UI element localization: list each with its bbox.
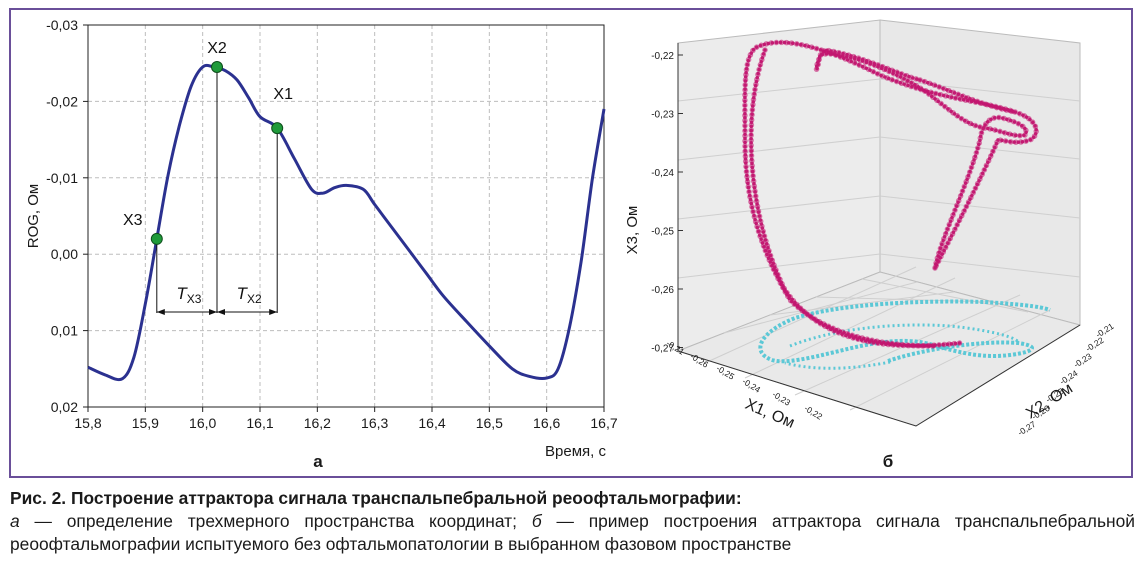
attractor-beads-2	[813, 47, 1029, 271]
tx2-label-subscript: X2	[247, 292, 262, 306]
tx2-label: TX2	[237, 284, 262, 306]
point-x1	[271, 122, 284, 135]
x3-tick-labels: -0,22 -0,23 -0,24 -0,25 -0,26 -0,27	[651, 51, 683, 355]
x-tick-label: 15,8	[74, 415, 101, 431]
x3-tick-label: -0,27	[651, 344, 674, 355]
x-tick-label: 16,6	[533, 415, 560, 431]
y-axis-label: ROG, Ом	[25, 184, 42, 248]
x3-axis-label: X3, Ом	[624, 206, 641, 255]
x-tick-label: 15,9	[132, 415, 159, 431]
axis-ticks	[83, 24, 605, 412]
point-x3	[150, 232, 163, 245]
y-tick-label: -0,02	[46, 93, 78, 109]
x-tick-label: 16,2	[304, 415, 331, 431]
y-tick-label: 0,00	[51, 246, 78, 262]
attractor-projection-inner	[784, 323, 1020, 370]
x-tick-label: 16,7	[590, 415, 617, 431]
x-axis-label: Время, с	[545, 443, 606, 460]
plot-area-border	[87, 24, 605, 408]
x3-tick-label: -0,26	[651, 285, 674, 296]
y-tick-label: -0,01	[46, 170, 78, 186]
y-tick-label: 0,02	[51, 399, 78, 415]
figure-caption: Рис. 2. Построение аттрактора сигнала тр…	[10, 487, 1135, 556]
caption-a-text: — определение трехмерного пространства к…	[19, 511, 532, 531]
x-tick-label: 16,0	[189, 415, 216, 431]
x-tick-label: 16,1	[246, 415, 273, 431]
x1-tick-label: -0,22	[803, 403, 825, 422]
x3-tick-label: -0,23	[651, 110, 674, 121]
point-label-x3: X3	[123, 212, 143, 229]
caption-description: а — определение трехмерного пространства…	[10, 510, 1135, 556]
x3-tick-label: -0,22	[651, 51, 674, 62]
attractor-beads-3	[748, 47, 1018, 349]
y-tick-label: 0,01	[51, 323, 78, 339]
rog-signal-line	[87, 63, 606, 382]
tx2-arrow-head	[217, 309, 225, 315]
panel-a-chart: 15,8 15,9 16,0 16,1 16,2 16,3 16,4 16,5 16,6 16,7…	[25, 17, 618, 471]
tx2-arrow-head	[269, 309, 278, 315]
interval-guides: TX3 TX2	[156, 67, 278, 315]
caption-a-letter: а	[10, 511, 20, 531]
x3-tick-label: -0,25	[651, 227, 674, 238]
caption-title: Рис. 2. Построение аттрактора сигнала тр…	[10, 488, 742, 508]
chart-points: X3 X2 X1	[123, 40, 293, 245]
x-tick-label: 16,3	[361, 415, 388, 431]
panel-a-letter: а	[313, 452, 323, 471]
x1-tick-label: -0,24	[741, 376, 763, 395]
x-tick-label: 16,4	[418, 415, 445, 431]
caption-b-text: — пример построения аттрактора сигнала т…	[10, 511, 1135, 554]
x1-tick-label: -0,23	[771, 389, 793, 408]
x2-axis-label: X2, Ом	[1023, 380, 1076, 423]
tx3-label: TX3	[176, 284, 201, 306]
x-tick-label: 16,5	[476, 415, 503, 431]
point-label-x1: X1	[273, 86, 293, 103]
tx3-label-subscript: X3	[187, 292, 202, 306]
caption-b-letter: б	[531, 511, 542, 531]
point-label-x2: X2	[207, 40, 227, 57]
chart-grid	[87, 24, 605, 408]
tx3-arrow-head	[209, 309, 217, 315]
3d-box	[676, 19, 1082, 427]
x-tick-labels: 15,8 15,9 16,0 16,1 16,2 16,3 16,4 16,5 16,6 16,7	[74, 415, 617, 431]
y-tick-label: -0,03	[46, 17, 78, 33]
point-x2	[211, 61, 223, 74]
panel-b-letter: б	[883, 452, 894, 471]
attractor-curve	[742, 39, 1039, 349]
x2-tick-label: -0,23	[1072, 351, 1094, 370]
panel-b-attractor: -0,22-0,23-0,24-0,25-0,26-0,27 -0,21-0,2…	[624, 19, 1116, 471]
attractor-projection	[758, 299, 1051, 364]
x3-tick-label: -0,24	[651, 168, 674, 179]
y-tick-labels: -0,03 -0,02 -0,01 0,00 0,01 0,02	[46, 17, 78, 415]
tx3-arrow-head	[156, 309, 165, 315]
